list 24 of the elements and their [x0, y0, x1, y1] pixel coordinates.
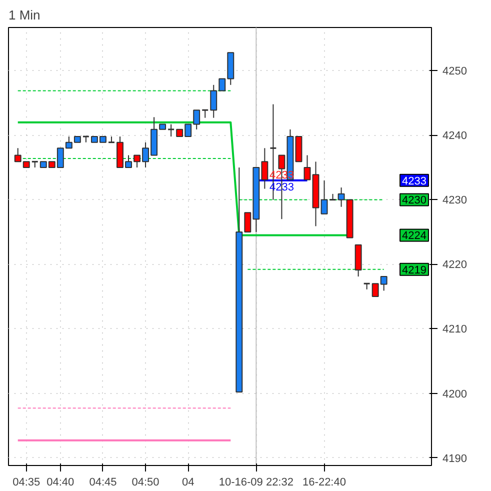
candlestick [338, 186, 345, 208]
x-tick-label: 04:45 [89, 476, 117, 488]
y-tick-label: 4230 [442, 194, 467, 207]
y-tick-label: 4200 [442, 388, 467, 400]
text: 4233 [402, 175, 426, 188]
x-tick-label: 16-22:40 [302, 476, 346, 488]
y-tick-label: 4190 [442, 452, 467, 465]
y-tick-label: 4220 [442, 259, 467, 272]
candlestick [320, 180, 328, 214]
x-tick-label: 04:50 [132, 476, 160, 488]
text: 4230 [402, 194, 426, 207]
y-tick-label: 4250 [442, 66, 467, 78]
x-tick-label: 04:35 [12, 476, 40, 488]
text: 4219 [402, 264, 426, 276]
x-tick-label: 10-16-09 22:32 [218, 476, 294, 488]
y-tick-label: 4240 [442, 130, 467, 142]
x-tick-label: 04:40 [46, 476, 74, 488]
chart-title: 1 Min [8, 8, 40, 22]
y-tick-label: 4210 [442, 324, 467, 336]
candlestick [304, 154, 311, 180]
text: 4224 [402, 230, 426, 242]
x-tick-label: 04 [182, 476, 194, 488]
candlestick [201, 109, 209, 118]
candlestick [167, 124, 175, 138]
